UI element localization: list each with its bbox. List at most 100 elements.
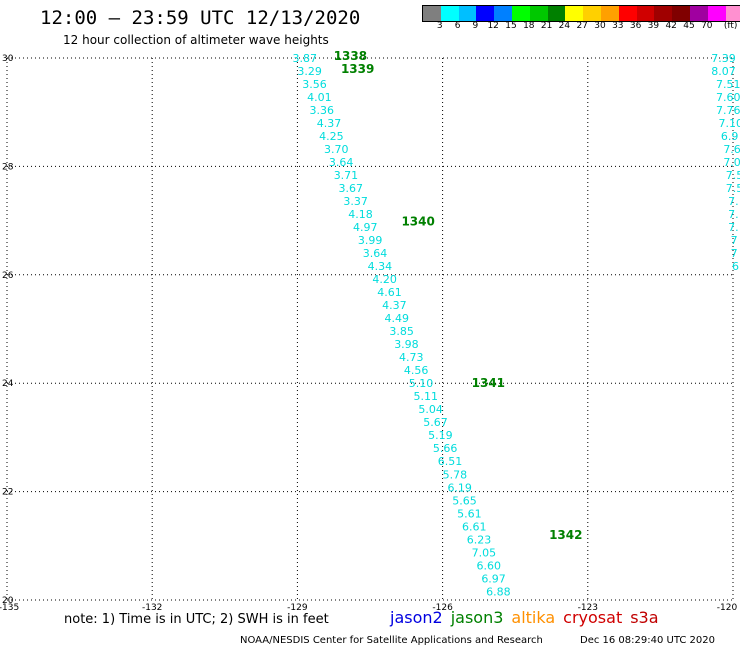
wave-height-value: 3.29 bbox=[297, 65, 322, 78]
wave-height-value: 3.37 bbox=[343, 195, 368, 208]
x-tick-label: -126 bbox=[432, 603, 453, 610]
wave-height-value: 3.85 bbox=[389, 325, 414, 338]
x-tick-label: -129 bbox=[287, 603, 308, 610]
wave-height-value: 7.76 bbox=[716, 104, 740, 117]
wave-height-value: 3.99 bbox=[358, 234, 383, 247]
wave-height-value: 3.98 bbox=[394, 338, 419, 351]
legend-entry-altika: altika bbox=[511, 608, 556, 627]
pass-number-label: 1341 bbox=[472, 376, 505, 390]
wave-height-value: 6.19 bbox=[447, 481, 472, 494]
y-tick-label: 30 bbox=[2, 54, 14, 64]
colorbar-tick-label: 30 bbox=[594, 21, 606, 31]
axis-tick-labels: -135 -132 -129 -126 -123 -120 20 22 24 26 28 30 bbox=[0, 54, 737, 610]
colorbar-swatch bbox=[672, 6, 690, 21]
wave-height-value: 3.71 bbox=[334, 169, 359, 182]
generation-timestamp: Dec 16 08:29:40 UTC 2020 bbox=[580, 635, 715, 646]
grid-lines bbox=[6, 57, 734, 601]
colorbar-tick-label: 12 bbox=[487, 21, 499, 31]
wave-height-value: 7.05 bbox=[472, 546, 497, 559]
wave-height-value: 4.20 bbox=[372, 273, 397, 286]
wave-height-value: 5.10 bbox=[409, 377, 434, 390]
colorbar-swatch bbox=[636, 6, 655, 21]
wave-height-value: 7.10 bbox=[718, 117, 740, 130]
wave-height-value: 8.07 bbox=[711, 65, 736, 78]
colorbar-tick-label: 42 bbox=[665, 21, 677, 31]
colorbar-swatch bbox=[458, 6, 477, 21]
pass-number-label: 1340 bbox=[401, 215, 434, 229]
legend-entry-cryosat: cryosat bbox=[563, 608, 623, 627]
wave-height-value: 7 bbox=[731, 247, 738, 260]
wave-height-value: 6.9 bbox=[721, 130, 739, 143]
wave-height-value: 7.39 bbox=[711, 52, 736, 65]
legend-entry-s3a: s3a bbox=[630, 608, 659, 627]
colorbar-tick-label: 3 bbox=[436, 21, 443, 31]
wave-height-value: 3.70 bbox=[324, 143, 349, 156]
wave-height-value: 7. bbox=[728, 195, 739, 208]
colorbar-swatch bbox=[725, 6, 740, 21]
wave-height-value: 5.19 bbox=[428, 429, 453, 442]
wave-height-value: 4.01 bbox=[307, 91, 332, 104]
wave-height-value: 3.64 bbox=[329, 156, 354, 169]
colorbar-swatch bbox=[565, 6, 584, 21]
wave-height-value: 3.36 bbox=[310, 104, 335, 117]
x-tick-label: -132 bbox=[142, 603, 162, 610]
y-tick-label: 24 bbox=[2, 379, 14, 389]
colorbar-tick-label: 45 bbox=[683, 21, 695, 31]
units-note: note: 1) Time is in UTC; 2) SWH is in fe… bbox=[64, 612, 329, 627]
wave-height-value: 5.04 bbox=[418, 403, 443, 416]
x-tick-label: -120 bbox=[717, 603, 738, 610]
track-values: 3.873.293.564.013.364.374.253.703.643.71… bbox=[293, 52, 740, 598]
wave-height-value: 7.0 bbox=[723, 156, 740, 169]
wave-height-value: 7. bbox=[728, 208, 739, 221]
wave-height-value: 4.56 bbox=[404, 364, 429, 377]
colorbar-swatch bbox=[529, 6, 548, 21]
colorbar-swatch bbox=[494, 6, 512, 21]
altimeter-chart: -135 -132 -129 -126 -123 -120 20 22 24 26 28 30 3.8… bbox=[0, 49, 740, 610]
wave-height-value: 5.78 bbox=[443, 468, 468, 481]
pass-number-label: 1339 bbox=[341, 62, 374, 76]
y-tick-label: 20 bbox=[2, 596, 14, 606]
wave-height-value: 7.60 bbox=[716, 91, 740, 104]
wave-height-value: 3.56 bbox=[302, 78, 327, 91]
wave-height-value: 5.67 bbox=[423, 416, 448, 429]
wave-height-value: 5.66 bbox=[433, 442, 458, 455]
colorbar-tick-label: 24 bbox=[558, 21, 571, 31]
wave-height-value: 6.61 bbox=[462, 520, 487, 533]
colorbar-swatch bbox=[707, 6, 726, 21]
wave-height-value: 4.18 bbox=[348, 208, 373, 221]
wave-height-value: 4.34 bbox=[368, 260, 393, 273]
colorbar-tick-label: 33 bbox=[612, 21, 624, 31]
wave-height-value: 5.65 bbox=[452, 494, 477, 507]
wave-height-value: 6.60 bbox=[476, 559, 501, 572]
chart-subtitle: 12 hour collection of altimeter wave hei… bbox=[63, 33, 329, 47]
colorbar-swatch bbox=[511, 6, 530, 21]
colorbar-tick-label: 6 bbox=[454, 21, 461, 31]
legend-entry-jason3: jason3 bbox=[450, 608, 504, 627]
colorbar-swatch bbox=[583, 6, 601, 21]
chart-title: 12:00 – 23:59 UTC 12/13/2020 bbox=[40, 7, 361, 29]
y-tick-label: 26 bbox=[2, 271, 14, 281]
colorbar-swatch bbox=[476, 6, 495, 21]
wave-height-value: 4.37 bbox=[317, 117, 342, 130]
pass-number-label: 1342 bbox=[549, 528, 582, 542]
wave-height-value: 6.88 bbox=[486, 585, 511, 598]
wave-height-value: 7.6 bbox=[723, 143, 740, 156]
x-tick-label: -135 bbox=[0, 603, 19, 610]
wave-height-value: 4.37 bbox=[382, 299, 407, 312]
colorbar-swatch bbox=[547, 6, 566, 21]
wave-height-value: 4.49 bbox=[385, 312, 410, 325]
wave-height-value: 4.73 bbox=[399, 351, 424, 364]
colorbar-labels: 3 6 9 12 15 18 21 24 27 30 33 36 39 42 45 70 (ft) bbox=[422, 21, 740, 33]
colorbar-tick-label: 36 bbox=[629, 21, 642, 31]
colorbar-tick-label: 21 bbox=[540, 21, 553, 31]
x-tick-label: -123 bbox=[578, 603, 598, 610]
wave-height-value: 7. bbox=[728, 221, 739, 234]
colorbar-swatch bbox=[689, 6, 708, 21]
colorbar-tick-label: 18 bbox=[523, 21, 535, 31]
wave-height-value: 5.11 bbox=[414, 390, 439, 403]
wave-height-value: 7.51 bbox=[716, 78, 740, 91]
colorbar-tick-label: 15 bbox=[505, 21, 517, 31]
wave-height-value: 4.97 bbox=[353, 221, 378, 234]
colorbar-tick-label: 39 bbox=[647, 21, 660, 31]
